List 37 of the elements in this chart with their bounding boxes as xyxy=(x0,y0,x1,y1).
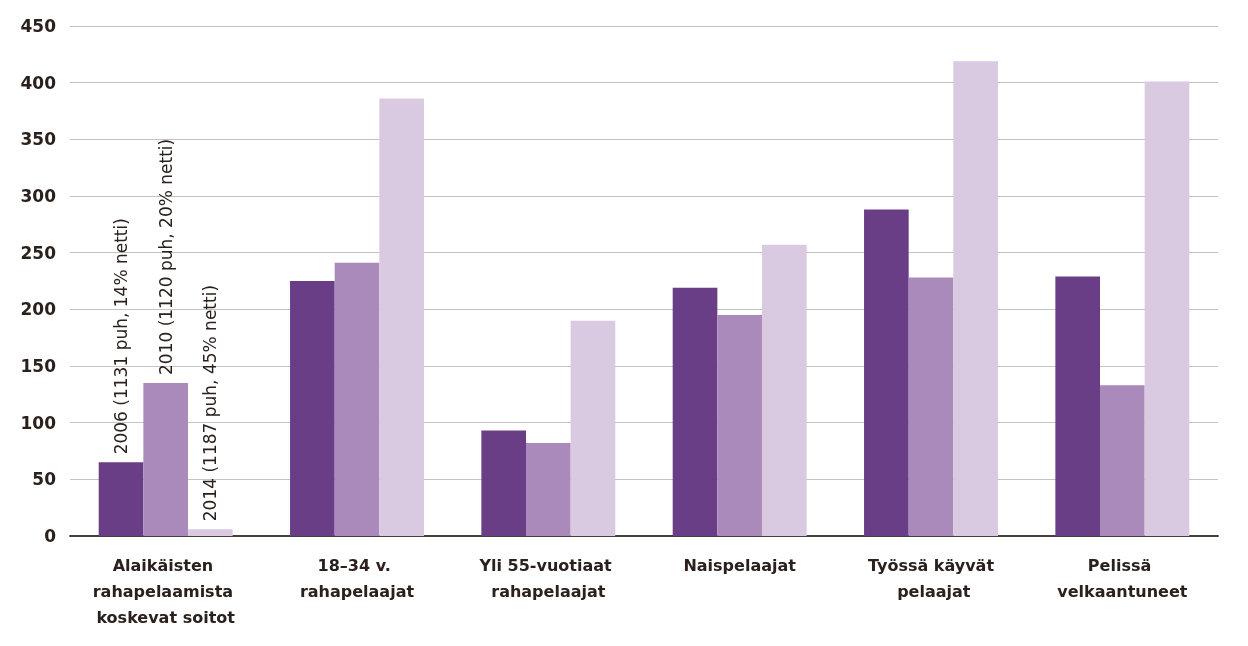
x-tick-label: Pelissä velkaantuneet xyxy=(1057,555,1188,601)
y-tick-label: 150 xyxy=(20,356,57,376)
y-tick-label: 400 xyxy=(20,72,57,93)
bar xyxy=(672,287,718,536)
y-tick-label: 100 xyxy=(20,412,57,433)
bar xyxy=(761,244,807,536)
y-tick-label: 200 xyxy=(20,299,57,320)
y-tick-label: 50 xyxy=(32,469,57,490)
bar xyxy=(290,281,335,536)
bar xyxy=(953,61,998,536)
bar xyxy=(570,320,616,536)
text: 2010 (1120 puh, 20% netti) xyxy=(155,138,176,375)
bar xyxy=(908,277,954,536)
bar xyxy=(481,430,527,536)
y-tick-label: 0 xyxy=(44,526,57,546)
bar xyxy=(143,383,188,536)
bar xyxy=(717,315,762,536)
bar xyxy=(334,262,380,536)
text: 2014 (1187 puh, 45% netti) xyxy=(200,284,221,522)
bar xyxy=(1100,385,1145,536)
y-tick-label: 450 xyxy=(20,16,57,36)
bar xyxy=(526,443,571,536)
bar xyxy=(98,462,144,536)
x-tick-label: Työssä käyvät pelaajat xyxy=(867,555,995,601)
text: 2006 (1131 puh, 14% netti) xyxy=(111,218,132,455)
x-tick-label: Naispelaajat xyxy=(683,555,797,575)
x-tick-label: Alaikäisten rahapelaamista koskevat soitot xyxy=(92,555,239,627)
y-tick-label: 250 xyxy=(20,242,57,263)
bar xyxy=(1055,276,1101,536)
y-tick-label: 300 xyxy=(20,186,57,206)
bar xyxy=(379,98,424,536)
bar xyxy=(187,529,233,536)
x-tick-label: Yli 55-vuotiaat rahapelaajat xyxy=(478,555,618,601)
y-tick-label: 350 xyxy=(20,129,57,150)
x-tick-label: 18–34 v. rahapelaajat xyxy=(299,555,415,601)
bar xyxy=(1144,81,1190,536)
bar xyxy=(864,209,909,536)
